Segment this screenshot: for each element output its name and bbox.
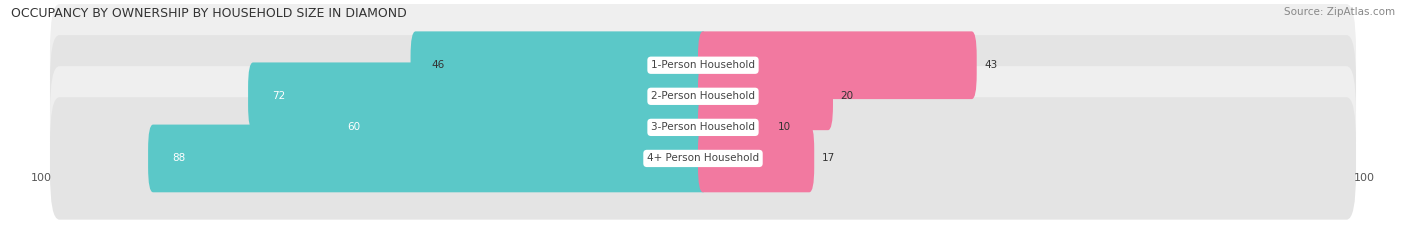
Text: 72: 72 [271,91,285,101]
Text: 43: 43 [984,60,997,70]
Text: 2-Person Household: 2-Person Household [651,91,755,101]
Text: 1-Person Household: 1-Person Household [651,60,755,70]
FancyBboxPatch shape [148,125,709,192]
Text: Source: ZipAtlas.com: Source: ZipAtlas.com [1284,7,1395,17]
FancyBboxPatch shape [697,93,770,161]
FancyBboxPatch shape [51,4,1355,127]
Text: 100: 100 [1354,173,1375,183]
FancyBboxPatch shape [247,62,709,130]
Text: 4+ Person Household: 4+ Person Household [647,154,759,163]
FancyBboxPatch shape [323,93,709,161]
FancyBboxPatch shape [697,62,832,130]
Text: 3-Person Household: 3-Person Household [651,122,755,132]
Text: 88: 88 [172,154,186,163]
Text: 100: 100 [31,173,52,183]
FancyBboxPatch shape [697,31,977,99]
Text: OCCUPANCY BY OWNERSHIP BY HOUSEHOLD SIZE IN DIAMOND: OCCUPANCY BY OWNERSHIP BY HOUSEHOLD SIZE… [11,7,406,20]
FancyBboxPatch shape [51,66,1355,188]
FancyBboxPatch shape [51,97,1355,220]
FancyBboxPatch shape [51,35,1355,158]
FancyBboxPatch shape [411,31,709,99]
Text: 60: 60 [347,122,360,132]
Text: 46: 46 [432,60,444,70]
Text: 17: 17 [821,154,835,163]
Text: 10: 10 [778,122,792,132]
Text: 20: 20 [841,91,853,101]
FancyBboxPatch shape [697,125,814,192]
